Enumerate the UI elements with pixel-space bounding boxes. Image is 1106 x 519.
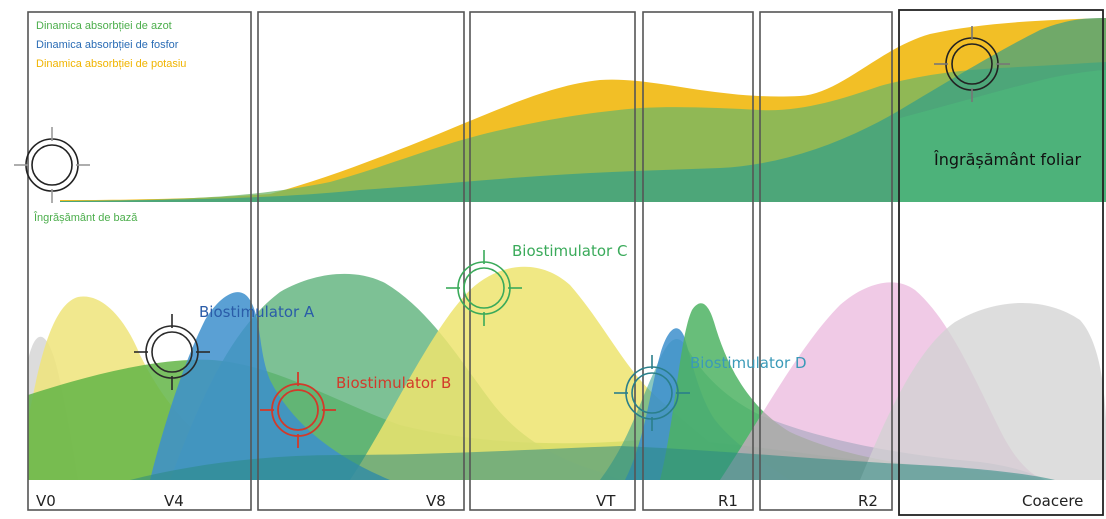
target-icon: [134, 314, 210, 390]
stage-label-r1: R1: [718, 492, 738, 510]
stage-label-r2: R2: [858, 492, 878, 510]
foliar-green-band: [900, 70, 1106, 202]
biostimulator-curves: [28, 266, 1106, 480]
stage-box-vt: [469, 11, 636, 511]
stage-label-v8: V8: [426, 492, 446, 510]
stage-label-v0: V0: [36, 492, 56, 510]
biostimulator-d-label: Biostimulator D: [690, 354, 807, 372]
stage-box-r1: [642, 11, 754, 511]
target-icon: [446, 250, 522, 326]
base-fertilizer-label: Îngrășământ de bază: [34, 212, 138, 224]
target-icon: [614, 355, 690, 431]
biostimulator-c-label: Biostimulator C: [512, 242, 628, 260]
stage-boxes: [27, 9, 1104, 516]
legend-phosphorus: Dinamica absorbției de fosfor: [36, 39, 179, 51]
biostimulator-a-label: Biostimulator A: [199, 303, 315, 321]
stage-label-vt: VT: [596, 492, 616, 510]
legend-nitrogen: Dinamica absorbției de azot: [36, 20, 172, 32]
biostimulator-b-label: Biostimulator B: [336, 374, 452, 392]
target-icon: [934, 26, 1010, 102]
stage-box-r2: [759, 11, 893, 511]
foliar-fertilizer-label: Îngrășământ foliar: [934, 150, 1082, 169]
stage-label-coacere: Coacere: [1022, 492, 1084, 510]
blue-peak-r1: [625, 328, 790, 480]
target-icon: [14, 127, 90, 203]
stage-label-v4: V4: [164, 492, 184, 510]
absorption-curves: [60, 18, 1106, 202]
green-peak-r1: [660, 303, 1000, 480]
gray-curve-right: [860, 302, 1106, 480]
legend-potassium: Dinamica absorbției de potasiu: [36, 58, 187, 70]
teal-base-band: [130, 446, 1055, 480]
phosphorus-area: [60, 18, 1106, 202]
stage-box-v8: [257, 11, 465, 511]
target-icon: [260, 372, 336, 448]
stage-box-coacere: [898, 9, 1104, 516]
blue-peak-v4: [150, 292, 390, 480]
stage-box-v0-v4: [27, 11, 252, 511]
